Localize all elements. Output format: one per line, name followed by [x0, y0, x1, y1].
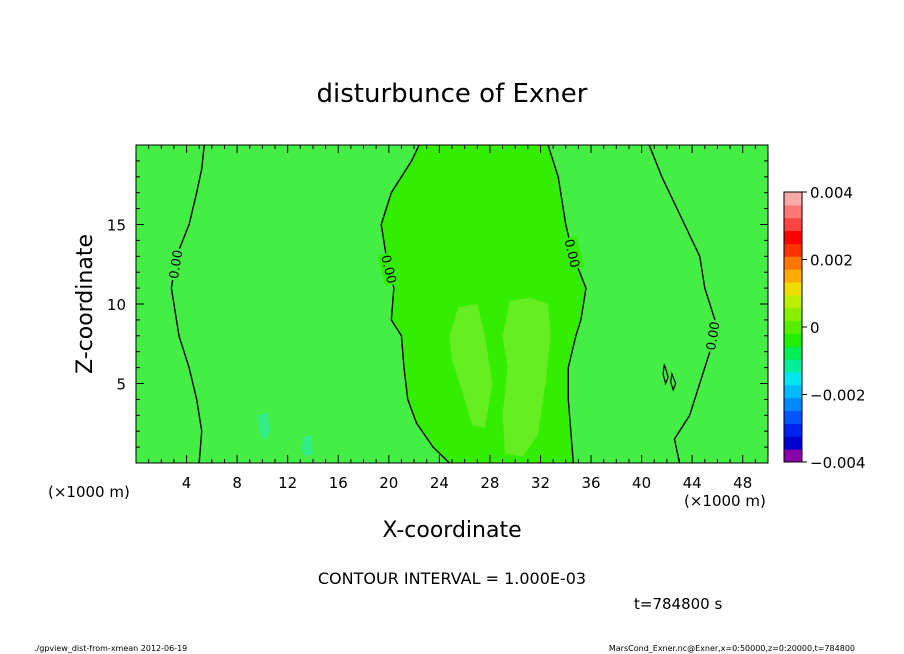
x-axis-ticks: 4 8 12 16 20 24 28 32 36 40 44 48	[148, 145, 756, 492]
colorbar-swatch	[784, 204, 802, 219]
x-tick-label: 48	[733, 474, 752, 492]
contour-label: 0.00	[704, 321, 723, 352]
contour-label-bg	[377, 251, 401, 287]
colorbar-swatch	[784, 243, 802, 257]
fill-region-weak-positive	[502, 297, 551, 457]
colorbar-swatch	[784, 294, 802, 309]
chart-title: disturbunce of Exner	[317, 79, 588, 109]
y-tick-label: 10	[107, 296, 126, 314]
colorbar-swatch	[784, 269, 802, 283]
contour-label: 0.00	[377, 254, 398, 286]
plot-area: 0.00 0.000.000.00 4 8 12 16 20 24 28 32 36 40 44 48 …	[107, 144, 769, 492]
x-axis-label: X-coordinate	[382, 518, 521, 543]
x-tick-label: 4	[182, 474, 192, 492]
colorbar-swatch	[784, 410, 802, 424]
footer-left: ./gpview_dist-from-xmean 2012-06-19	[34, 644, 187, 653]
x-tick-label: 24	[430, 474, 449, 492]
x-tick-label: 28	[480, 474, 499, 492]
contour-line	[547, 144, 587, 464]
colorbar-swatch	[784, 320, 802, 334]
colorbar-swatch	[784, 346, 802, 360]
y-axis-ticks: 5 10 15	[107, 160, 768, 448]
time-label: t=784800 s	[634, 595, 722, 613]
colorbar-tick-label: −0.004	[810, 454, 866, 472]
x-tick-label: 36	[581, 474, 600, 492]
fill-layer	[257, 145, 586, 463]
colorbar-swatch	[784, 282, 802, 296]
colorbar-swatch	[784, 397, 802, 412]
contour-label: 0.00	[167, 249, 186, 280]
colorbar-swatch	[784, 372, 802, 386]
x-tick-label: 20	[379, 474, 398, 492]
contour-interval-note: CONTOUR INTERVAL = 1.000E-03	[318, 569, 586, 588]
contour-line	[648, 144, 716, 464]
colorbar-swatch	[784, 449, 802, 463]
x-tick-label: 44	[683, 474, 702, 492]
colorbar-swatch	[784, 333, 802, 347]
colorbar-swatch	[784, 192, 802, 206]
colorbar-swatch	[784, 217, 802, 232]
x-unit-right: (×1000 m)	[684, 492, 766, 510]
contour-label-bg	[561, 235, 585, 271]
contour-label-group: 0.00	[164, 247, 186, 282]
colorbar-tick-label: −0.002	[810, 387, 866, 405]
y-axis-label: Z-coordinate	[73, 234, 98, 374]
colorbar-swatch	[784, 423, 802, 437]
colorbar-swatch	[784, 384, 802, 399]
footer-right: MarsCond_Exner.nc@Exner,x=0:50000,z=0:20…	[609, 644, 855, 653]
colorbar: 0.004 0.002 0 −0.002 −0.004	[783, 184, 866, 472]
contour-label-bg	[164, 247, 186, 282]
contour-label: 0.00	[560, 238, 581, 270]
contour-label-group: 0.00	[701, 318, 724, 353]
x-tick-label: 8	[232, 474, 242, 492]
contour-label-group: 0.00	[560, 235, 585, 271]
colorbar-tick-label: 0.002	[810, 252, 853, 270]
fill-region-weak-negative	[301, 434, 313, 457]
fill-region-weak-negative	[257, 412, 270, 441]
contour-layer: 0.00 0.00 0.00 0.00	[164, 144, 724, 464]
colorbar-swatch	[784, 359, 802, 373]
x-tick-label: 40	[632, 474, 651, 492]
contour-label-bg	[701, 318, 723, 353]
colorbar-swatch	[784, 436, 802, 450]
colorbar-swatch	[784, 256, 802, 270]
contour-line	[380, 144, 450, 464]
fill-region-weak-positive	[449, 304, 493, 429]
contour-label-group: 0.00	[377, 251, 401, 287]
x-tick-label: 12	[278, 474, 297, 492]
x-tick-label: 32	[531, 474, 550, 492]
colorbar-tick-label: 0.004	[810, 184, 853, 202]
y-tick-label: 15	[107, 217, 126, 235]
contour-line	[670, 371, 677, 392]
x-tick-label: 16	[329, 474, 348, 492]
y-tick-label: 5	[116, 376, 126, 394]
contour-line	[170, 144, 205, 464]
colorbar-tick-label: 0	[810, 319, 820, 337]
x-unit-left: (×1000 m)	[48, 483, 130, 501]
colorbar-swatch	[784, 307, 802, 322]
colorbar-swatch	[784, 230, 802, 244]
contour-line	[662, 364, 669, 386]
